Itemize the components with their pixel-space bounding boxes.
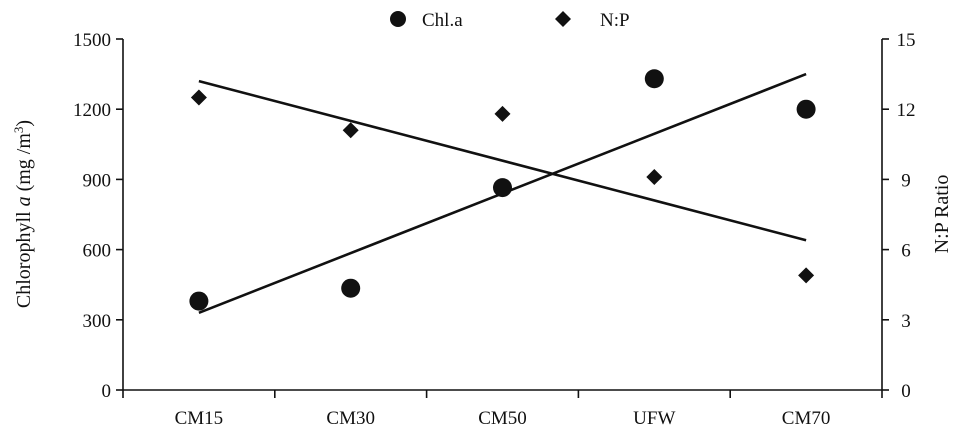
y-left-tick-label: 900 — [83, 170, 112, 191]
point-np — [798, 267, 815, 284]
x-tick-label: CM70 — [782, 408, 831, 429]
legend-label-chla: Chl.a — [422, 10, 463, 31]
point-chla — [189, 291, 209, 311]
y-axis-left-ticks: 0 300 600 900 1200 1500 — [73, 30, 123, 402]
x-axis-ticks: CM15 CM30 CM50 UFW CM70 — [122, 390, 883, 429]
y-right-tick-label: 0 — [901, 381, 911, 402]
legend-marker-chla — [390, 11, 406, 27]
x-tick-label: CM15 — [175, 408, 224, 429]
y-right-tick-label: 15 — [897, 30, 916, 51]
y-left-tick-label: 1500 — [73, 30, 111, 51]
y-right-tick-label: 12 — [897, 100, 916, 121]
trendline-np — [198, 79, 807, 242]
point-np — [494, 105, 511, 122]
y-left-tick-label: 0 — [102, 381, 112, 402]
y-axis-left-title: Chlorophyll a (mg /m3) — [11, 120, 36, 308]
point-chla — [644, 69, 664, 89]
legend: Chl.a N:P — [390, 10, 630, 31]
y-axis-right-ticks: 0 3 6 9 12 15 — [882, 30, 916, 402]
x-tick-label: CM30 — [326, 408, 375, 429]
x-tick-label: CM50 — [478, 408, 527, 429]
point-chla — [493, 178, 512, 198]
x-tick-label: UFW — [633, 408, 675, 429]
point-chla — [341, 278, 361, 298]
point-np — [190, 89, 207, 106]
point-np — [342, 122, 359, 139]
point-np — [646, 169, 663, 186]
y-left-tick-label: 300 — [83, 311, 112, 332]
y-axis-right-title: N:P Ratio — [931, 175, 953, 254]
y-left-tick-label: 600 — [83, 241, 112, 262]
point-chla — [796, 99, 816, 119]
y-right-tick-label: 3 — [901, 311, 911, 332]
y-left-tick-label: 1200 — [73, 100, 111, 121]
legend-label-np: N:P — [600, 10, 630, 31]
y-right-tick-label: 9 — [901, 170, 911, 191]
y-right-tick-label: 6 — [901, 241, 911, 262]
data-markers — [189, 69, 816, 311]
legend-marker-np — [555, 11, 571, 27]
